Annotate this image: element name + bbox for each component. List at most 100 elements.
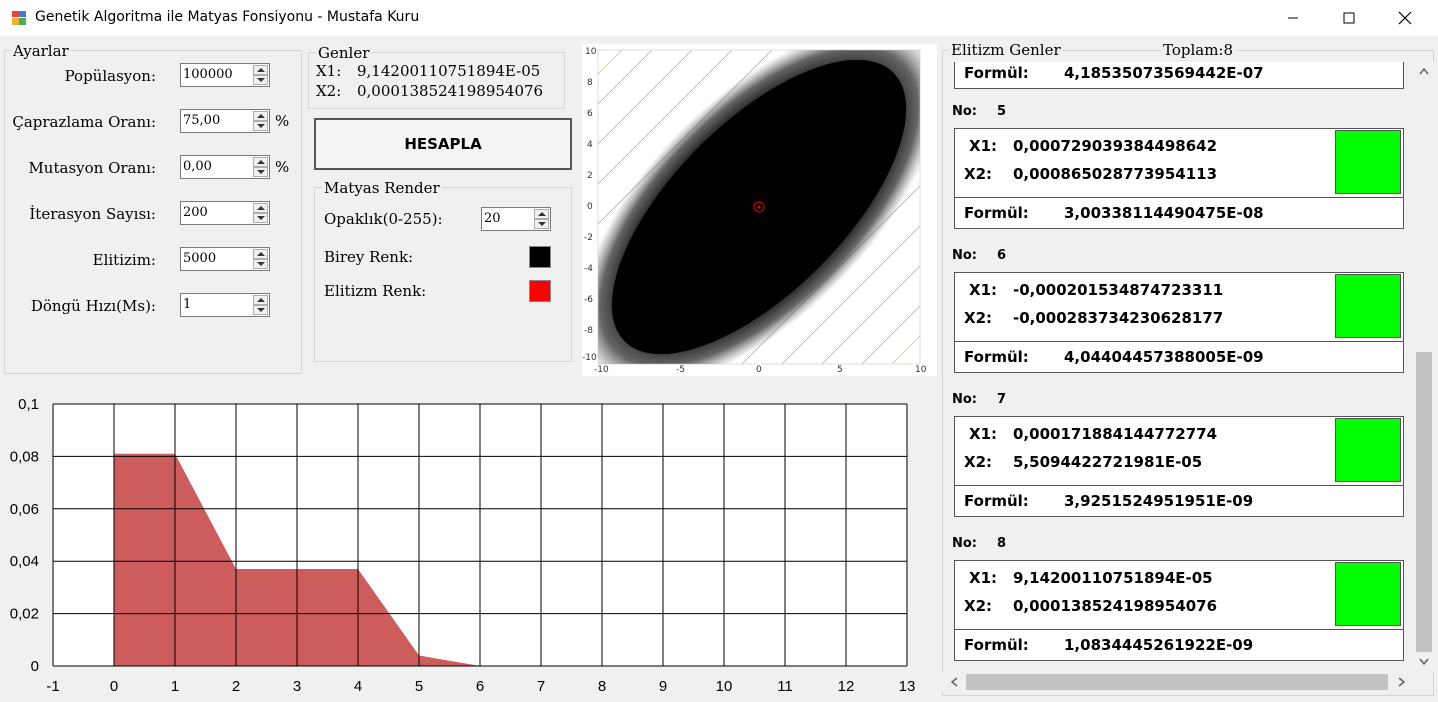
elitism-value: 5000 (183, 251, 217, 266)
formula-value: 3,9251524951951E-09 (1064, 492, 1254, 510)
elite-no: 5 (997, 104, 1007, 119)
elite-no-label: No: (952, 536, 978, 551)
mutation-spinner[interactable]: 0,00 (180, 155, 270, 179)
genes-x2-label: X2: (316, 82, 342, 100)
loop-speed-spinner[interactable]: 1 (180, 293, 270, 317)
x-tick-label: 1 (171, 678, 179, 695)
vertical-scrollbar[interactable] (1414, 62, 1434, 672)
spin-up-icon[interactable] (253, 157, 268, 167)
y-tick-label: 0,02 (10, 606, 39, 623)
iteration-value: 200 (183, 205, 208, 220)
window-title: Genetik Algoritma ile Matyas Fonsiyonu -… (35, 9, 420, 25)
elitism-color-swatch[interactable] (529, 280, 551, 302)
formula-label: Formül: (964, 636, 1029, 654)
elitism-total: Toplam:8 (1161, 41, 1236, 59)
spin-down-icon[interactable] (253, 305, 268, 315)
spin-up-icon[interactable] (253, 295, 268, 305)
close-button[interactable] (1382, 0, 1428, 36)
population-value: 100000 (183, 67, 233, 82)
x-tick-label: 9 (659, 678, 667, 695)
x-tick: 0 (756, 365, 762, 375)
elite-card: X1: 0,000171884144772774 X2: 5,509442272… (954, 416, 1404, 486)
elite-x1: 9,14200110751894E-05 (1013, 569, 1213, 587)
elite-no: 7 (997, 392, 1007, 407)
formula-label: Formül: (964, 204, 1029, 222)
y-tick: -2 (584, 233, 593, 243)
population-spinner[interactable]: 100000 (180, 63, 270, 87)
elitism-list: Formül: 4,18535073569442E-07 No: 5 X1: 0… (942, 40, 1438, 698)
formula-value: 3,00338114490475E-08 (1064, 204, 1264, 222)
spin-up-icon[interactable] (253, 65, 268, 75)
render-group (314, 187, 572, 362)
spin-up-icon[interactable] (253, 203, 268, 213)
formula-label: Formül: (964, 348, 1029, 366)
maximize-button[interactable] (1326, 0, 1372, 36)
settings-group (4, 50, 302, 374)
crossover-spinner[interactable]: 75,00 (180, 109, 270, 133)
iteration-spinner[interactable]: 200 (180, 201, 270, 225)
x-tick: -5 (676, 365, 685, 375)
minimize-button[interactable] (1270, 0, 1316, 36)
elite-x2: -0,000283734230628177 (1013, 309, 1224, 327)
horizontal-scrollbar[interactable] (942, 672, 1414, 692)
formula-box: Formül: 1,0834445261922E-09 (954, 629, 1404, 661)
elite-marker (753, 201, 765, 213)
spin-down-icon[interactable] (534, 219, 549, 229)
elite-x1: 0,000171884144772774 (1013, 425, 1218, 443)
elite-x1: -0,000201534874723311 (1013, 281, 1224, 299)
individual-color-swatch[interactable] (529, 246, 551, 268)
formula-box: Formül: 4,18535073569442E-07 (954, 62, 1404, 89)
y-tick-label: 0,08 (10, 448, 39, 465)
spin-down-icon[interactable] (253, 259, 268, 269)
crossover-value: 75,00 (183, 113, 221, 128)
crossover-unit: % (275, 112, 290, 130)
elite-x1: 0,000729039384498642 (1013, 137, 1218, 155)
matyas-scatter-plot: 10 8 6 4 2 0 -2 -4 -6 -8 -10 -10 -5 0 5 … (582, 44, 937, 376)
x-tick-label: 0 (110, 678, 118, 695)
elite-x2: 5,5094422721981E-05 (1013, 453, 1203, 471)
spin-down-icon[interactable] (253, 213, 268, 223)
y-tick: 4 (587, 140, 593, 150)
elite-color-swatch (1335, 418, 1401, 482)
x-tick: -10 (594, 365, 609, 375)
elite-color-swatch (1335, 274, 1401, 338)
genes-x1-value: 9,14200110751894E-05 (357, 62, 541, 80)
spin-up-icon[interactable] (253, 249, 268, 259)
spin-up-icon[interactable] (534, 209, 549, 219)
x-tick-label: 7 (537, 678, 545, 695)
minimize-icon (1288, 17, 1298, 19)
fitness-chart: 0 0,02 0,04 0,06 0,08 0,1 -1 0 1 2 3 4 5 6 7 8 9 10 11 12 13 (0, 388, 925, 698)
y-tick: 8 (587, 78, 593, 88)
elite-no: 8 (997, 536, 1007, 551)
close-icon (1398, 11, 1412, 25)
spin-down-icon[interactable] (253, 121, 268, 131)
x-tick-label: 12 (838, 678, 855, 695)
genes-x2-value: 0,000138524198954076 (357, 82, 544, 100)
spin-down-icon[interactable] (253, 167, 268, 177)
spin-up-icon[interactable] (253, 111, 268, 121)
elitism-legend: Elitizm Genler (949, 41, 1063, 59)
elite-color-swatch (1335, 562, 1401, 626)
y-tick: -6 (584, 295, 593, 305)
crossover-label: Çaprazlama Oranı: (12, 113, 156, 131)
title-bar: Genetik Algoritma ile Matyas Fonsiyonu -… (0, 0, 1438, 36)
x-tick: 5 (837, 365, 843, 375)
loop-speed-value: 1 (183, 297, 192, 312)
spin-down-icon[interactable] (253, 75, 268, 85)
genes-group (308, 52, 565, 109)
mutation-label: Mutasyon Oranı: (28, 159, 156, 177)
vertical-scrollbar-graphic (1416, 67, 1432, 666)
x-tick-label: 4 (354, 678, 362, 695)
elitism-label: Elitizim: (92, 251, 156, 269)
y-tick: -8 (584, 326, 593, 336)
genes-legend: Genler (316, 44, 372, 62)
elitism-spinner[interactable]: 5000 (180, 247, 270, 271)
elite-no: 6 (997, 248, 1007, 263)
opacity-spinner[interactable]: 20 (481, 207, 551, 231)
formula-value: 1,0834445261922E-09 (1064, 636, 1254, 654)
mutation-value: 0,00 (183, 159, 212, 174)
area-series (114, 453, 907, 666)
elite-x1-label: X1: (969, 425, 998, 443)
calculate-button[interactable]: HESAPLA (314, 118, 572, 170)
formula-box: Formül: 3,9251524951951E-09 (954, 485, 1404, 517)
